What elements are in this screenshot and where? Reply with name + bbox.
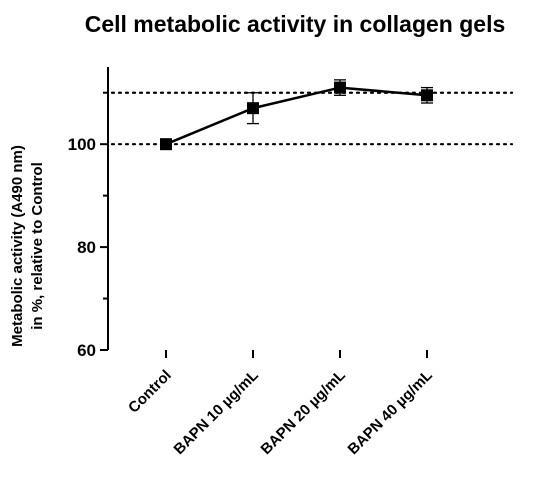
x-tick-label-3: BAPN 40 µg/mL: [345, 367, 436, 458]
y-axis-label: Metabolic activity (A490 nm) in %, relat…: [9, 145, 46, 347]
x-tick-label-0: Control: [125, 367, 175, 417]
chart-title: Cell metabolic activity in collagen gels: [85, 11, 506, 37]
data-point-3: [421, 89, 433, 102]
data-point-0: [160, 138, 172, 151]
x-tick-label-1: BAPN 10 µg/mL: [171, 367, 262, 458]
data-point-1: [247, 102, 259, 115]
y-tick-label-100: 100: [68, 135, 96, 154]
series-line-0: [165, 86, 428, 146]
y-axis-label-line-1: Metabolic activity (A490 nm): [9, 145, 26, 347]
y-tick-label-60: 60: [77, 341, 96, 360]
x-tick-label-2: BAPN 20 µg/mL: [258, 367, 349, 458]
y-tick-label-80: 80: [77, 238, 96, 257]
data-point-2: [334, 81, 346, 94]
y-axis-label-line-2: in %, relative to Control: [29, 162, 46, 330]
